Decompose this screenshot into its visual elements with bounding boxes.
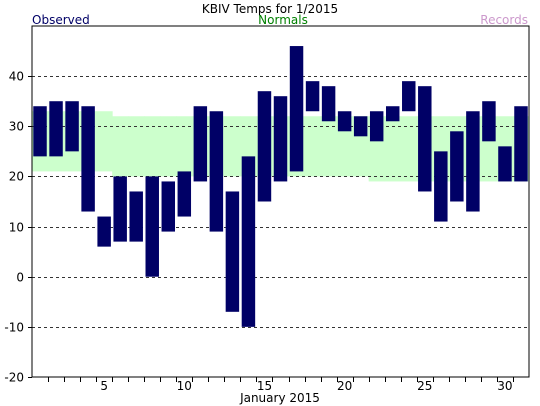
legend-observed: Observed	[32, 13, 90, 27]
observed-bar-day-30	[498, 146, 512, 182]
observed-bar-day-28	[466, 111, 480, 212]
normal-range-day-8	[144, 116, 161, 177]
observed-bar-day-19	[321, 86, 336, 122]
y-tick-label: 30	[9, 120, 24, 134]
normal-range-day-19	[320, 116, 338, 177]
observed-bar-day-15	[257, 91, 272, 202]
observed-bar-day-2	[49, 101, 63, 157]
observed-bar-day-3	[65, 101, 79, 152]
x-tick-label: 30	[497, 379, 512, 393]
observed-bar-day-22	[369, 111, 384, 142]
observed-bar-day-26	[434, 151, 448, 222]
observed-bar-day-4	[81, 106, 95, 212]
x-axis-label: January 2015	[239, 391, 320, 405]
observed-bar-day-25	[418, 86, 432, 192]
observed-bar-day-10	[177, 171, 192, 217]
x-tick-label: 15	[257, 379, 272, 393]
x-tick-label: 20	[337, 379, 352, 393]
y-tick-label: -20	[4, 371, 24, 385]
normal-range-day-5	[96, 111, 113, 172]
x-tick-label: 25	[417, 379, 432, 393]
observed-bar-day-18	[305, 81, 320, 112]
observed-bar-day-23	[385, 106, 400, 122]
y-tick-label: 0	[16, 271, 24, 285]
observed-bar-day-1	[33, 106, 47, 157]
normal-range-day-23	[384, 116, 402, 182]
y-tick-label: 20	[9, 170, 24, 184]
observed-bar-day-20	[337, 111, 352, 132]
normal-range-day-24	[400, 116, 418, 182]
x-tick-label: 10	[177, 379, 192, 393]
observed-bar-day-13	[225, 191, 240, 312]
observed-bar-day-21	[353, 116, 368, 137]
normal-range-day-9	[160, 116, 177, 177]
normal-range-day-7	[128, 116, 145, 177]
x-axis: 5 10 15 20 25 30	[48, 377, 514, 393]
observed-bars	[33, 46, 528, 327]
y-tick-label: 10	[9, 221, 24, 235]
observed-bar-day-7	[129, 191, 143, 242]
y-tick-label: -10	[4, 321, 24, 335]
observed-bar-day-24	[402, 81, 416, 112]
legend-records: Records	[480, 13, 528, 27]
observed-bar-day-9	[161, 181, 176, 232]
y-axis: -20 -10 0 10 20 30 40	[4, 70, 32, 385]
normal-range-day-6	[112, 116, 129, 177]
observed-bar-day-12	[209, 111, 224, 232]
observed-bar-day-11	[193, 106, 208, 182]
plot-frame	[31, 25, 530, 378]
x-tick-label: 5	[100, 379, 108, 393]
observed-bar-day-29	[482, 101, 496, 142]
legend-normals: Normals	[258, 13, 308, 27]
normal-range-day-10	[176, 116, 193, 177]
normal-range-day-13	[224, 116, 241, 177]
chart-title: KBIV Temps for 1/2015	[202, 2, 338, 16]
observed-bar-day-27	[450, 131, 464, 202]
observed-bar-day-8	[145, 176, 159, 277]
y-tick-label: 40	[9, 70, 24, 84]
observed-bar-day-5	[97, 216, 111, 247]
observed-bar-day-6	[113, 176, 127, 242]
observed-bar-day-16	[273, 96, 288, 182]
observed-bar-day-14	[241, 156, 256, 327]
observed-bar-day-31	[514, 106, 528, 182]
normal-range-day-18	[304, 116, 322, 177]
observed-bar-day-17	[289, 46, 304, 172]
